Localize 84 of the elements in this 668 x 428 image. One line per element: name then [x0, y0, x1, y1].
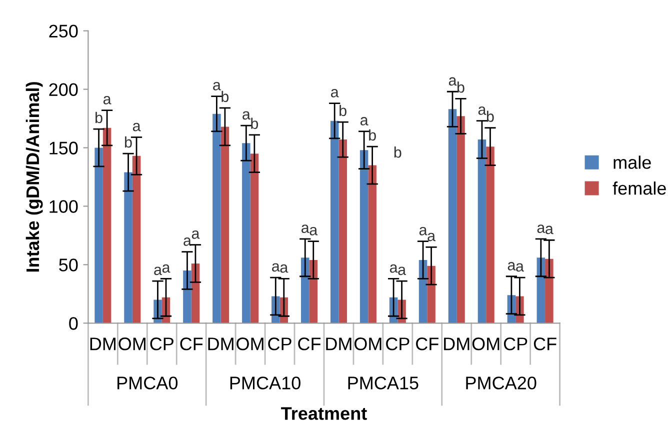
- data-label: a: [302, 224, 310, 234]
- x-tick-label: CP: [504, 338, 528, 350]
- data-label: a: [184, 238, 192, 246]
- data-label: a: [242, 111, 250, 120]
- data-label: a: [448, 77, 457, 86]
- x-tick-label: OM: [236, 338, 264, 350]
- y-tick-label: 50: [59, 258, 78, 272]
- text: PMCA10: [230, 376, 300, 390]
- bar: [250, 154, 259, 324]
- data-label: b: [486, 110, 494, 122]
- x-tick-label: CP: [150, 338, 174, 350]
- text: PMCA0: [118, 376, 178, 390]
- y-tick-label: 200: [49, 83, 78, 96]
- bar: [132, 156, 141, 324]
- bar: [418, 260, 428, 324]
- data-label: a: [516, 263, 524, 272]
- bar: [486, 146, 494, 324]
- x-tick-label: CP: [268, 338, 292, 350]
- data-label: a: [478, 106, 486, 115]
- x-tick-label: CF: [416, 338, 438, 350]
- x-tick-label: DM: [90, 338, 116, 350]
- data-label: a: [360, 117, 368, 126]
- x-tick-label: CP: [386, 338, 410, 350]
- data-label: a: [103, 96, 112, 104]
- data-label: a: [419, 226, 428, 236]
- bar: [220, 126, 230, 324]
- x-tick-label: CF: [298, 338, 321, 350]
- bar: [212, 114, 221, 324]
- data-label: a: [162, 264, 170, 273]
- legend-label: male: [614, 156, 651, 169]
- x-tick-label: DM: [208, 338, 234, 350]
- x-tick-label: DM: [444, 338, 470, 350]
- data-label: b: [96, 112, 102, 124]
- data-label: a: [272, 263, 280, 272]
- bar: [456, 116, 465, 324]
- y-tick-label: 0: [69, 317, 78, 330]
- data-label: a: [132, 122, 141, 132]
- bar: [427, 266, 436, 324]
- data-label: b: [457, 81, 464, 93]
- x-tick-label: CF: [534, 338, 556, 350]
- data-label: b: [340, 104, 346, 116]
- bar: [478, 140, 486, 324]
- data-label: a: [546, 226, 554, 234]
- legend-label: female: [612, 181, 666, 195]
- y-tick-label: 150: [50, 142, 78, 154]
- bar: [448, 109, 457, 324]
- bar: [124, 172, 132, 324]
- data-label: a: [310, 226, 318, 236]
- bar: [368, 165, 376, 324]
- data-label: a: [390, 264, 398, 273]
- bar: [94, 148, 103, 324]
- data-label: b: [125, 136, 132, 148]
- text: PMCA15: [348, 376, 418, 390]
- data-label: a: [330, 89, 339, 98]
- bar: [338, 140, 347, 324]
- bar: [545, 258, 554, 324]
- data-label: a: [398, 266, 406, 276]
- data-label: a: [154, 266, 162, 276]
- data-label: a: [213, 82, 221, 90]
- bar: [183, 270, 192, 324]
- data-label: b: [222, 90, 229, 102]
- y-axis-title: Intake (gDM/D/Animal): [26, 82, 43, 272]
- data-label: a: [508, 262, 516, 270]
- x-tick-label: OM: [118, 338, 146, 350]
- data-label: a: [428, 232, 436, 242]
- data-label: a: [537, 224, 546, 234]
- text: PMCA20: [466, 376, 536, 390]
- data-label: a: [280, 264, 288, 273]
- x-axis-title: Treatment: [281, 407, 367, 420]
- data-label: b: [251, 118, 258, 129]
- bar: [330, 120, 339, 324]
- bar: [102, 128, 112, 324]
- x-tick-label: DM: [326, 338, 352, 350]
- x-tick-label: OM: [472, 338, 500, 350]
- annotation: b: [394, 146, 402, 158]
- bar: [360, 150, 368, 324]
- x-tick-label: CF: [180, 338, 203, 350]
- x-tick-label: OM: [354, 338, 382, 350]
- data-label: a: [192, 230, 200, 239]
- bar: [242, 143, 250, 324]
- bar: [309, 260, 318, 324]
- y-tick-label: 100: [50, 200, 78, 213]
- y-tick-label: 250: [49, 24, 78, 38]
- data-label: b: [369, 129, 376, 141]
